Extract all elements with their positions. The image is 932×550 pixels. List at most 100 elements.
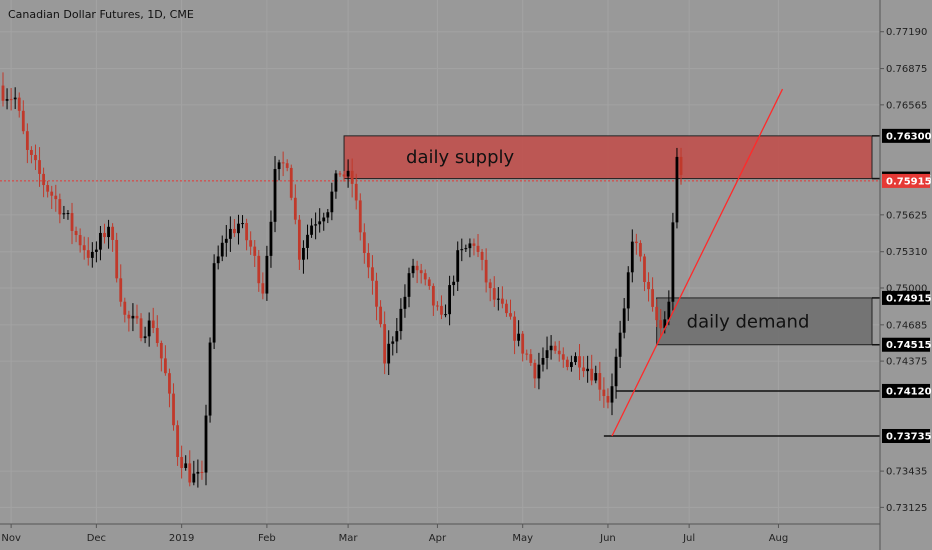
candle-body [578,356,581,368]
candle-body [172,393,175,426]
x-axis-ticks: Nov Dec 2019 Feb Mar Apr May Jun Jul Aug [1,524,788,544]
candle-body [208,342,212,416]
candle-body [297,219,301,260]
candle-body [168,373,171,394]
candle-body [111,226,115,240]
candle-body [557,350,561,355]
x-tick-label: Feb [258,533,276,544]
candle-body [257,255,261,284]
x-tick-label: Dec [87,533,106,544]
candle-body [159,342,163,359]
candle-body [70,213,74,231]
candle-body [602,389,606,397]
y-tick-label: 0.73125 [886,503,927,514]
candles-layer [1,72,683,488]
candle-body [131,315,135,319]
y-tick-label: 0.77190 [886,27,927,38]
candle-body [123,301,127,315]
candle-body [302,247,305,260]
candle-body [492,288,496,300]
candle-body [62,213,66,215]
trendline[interactable] [611,88,784,437]
candle-body [505,303,508,314]
candle-body [34,154,37,161]
candle-body [5,99,9,101]
candle-body [663,319,667,329]
candle-body [241,223,244,225]
candle-body [411,265,415,274]
candle-body [119,278,123,302]
candle-body [574,356,577,363]
level-price-label: 0.76300 [882,128,932,143]
candle-body [533,362,537,379]
chart-title: Canadian Dollar Futures, 1D, CME [8,8,194,21]
candle-body [541,357,545,365]
candle-body [107,226,110,238]
candle-body [204,415,208,473]
candle-body [38,160,41,174]
candle-body [383,324,387,364]
candle-body [192,473,196,483]
candle-body [431,285,435,306]
level-price-label: 0.74120 [882,383,932,398]
candle-body [582,367,585,372]
x-tick-label: Mar [339,533,359,544]
candle-body [90,251,94,258]
candle-body [237,223,240,234]
supply-zone-label: daily supply [406,147,514,168]
candle-body [326,212,330,218]
candle-body [147,320,151,337]
candle-body [293,197,297,220]
candle-body [472,243,476,246]
candle-body [86,250,90,258]
level-price-label-text: 0.73735 [886,431,932,442]
candle-body [25,131,29,150]
candle-body [647,281,650,290]
candle-body [42,173,45,186]
level-price-label-bg [882,290,930,305]
y-tick-label: 0.76565 [886,100,927,111]
candle-body [675,156,679,223]
candle-body [30,149,33,155]
candle-body [484,259,488,283]
candle-body [464,248,468,250]
candle-body [630,241,634,273]
candle-body [452,281,456,286]
candle-body [334,173,338,192]
candle-body [500,298,504,304]
candle-body [440,305,443,315]
demand-zone-label: daily demand [687,311,810,332]
candle-body [423,273,427,280]
candle-body [419,270,423,274]
candle-body [651,289,654,307]
candle-body [415,265,419,271]
candle-body [115,239,119,279]
candle-body [537,364,541,379]
candle-body [375,280,378,307]
candle-body [135,315,139,319]
level-price-label-bg [882,337,930,352]
candle-body [570,362,573,368]
candle-body [164,358,167,374]
axes-layer [0,0,881,550]
level-price-label-text: 0.74915 [886,293,932,304]
candle-body [58,199,62,215]
candle-body [561,354,565,360]
candle-body [403,296,407,309]
y-tick-label: 0.74685 [886,320,927,331]
candle-body [521,333,525,354]
candle-body [188,463,192,483]
candle-body [224,238,228,243]
candle-body [448,285,451,315]
y-tick-label: 0.75625 [886,210,927,221]
candle-body [212,263,216,343]
candle-body [127,314,131,319]
candle-body [21,110,25,132]
candle-body [176,425,179,457]
candle-body [155,327,159,343]
candle-body [643,256,646,282]
candle-body [151,320,155,328]
candle-body [655,306,659,321]
candle-body [46,185,50,192]
